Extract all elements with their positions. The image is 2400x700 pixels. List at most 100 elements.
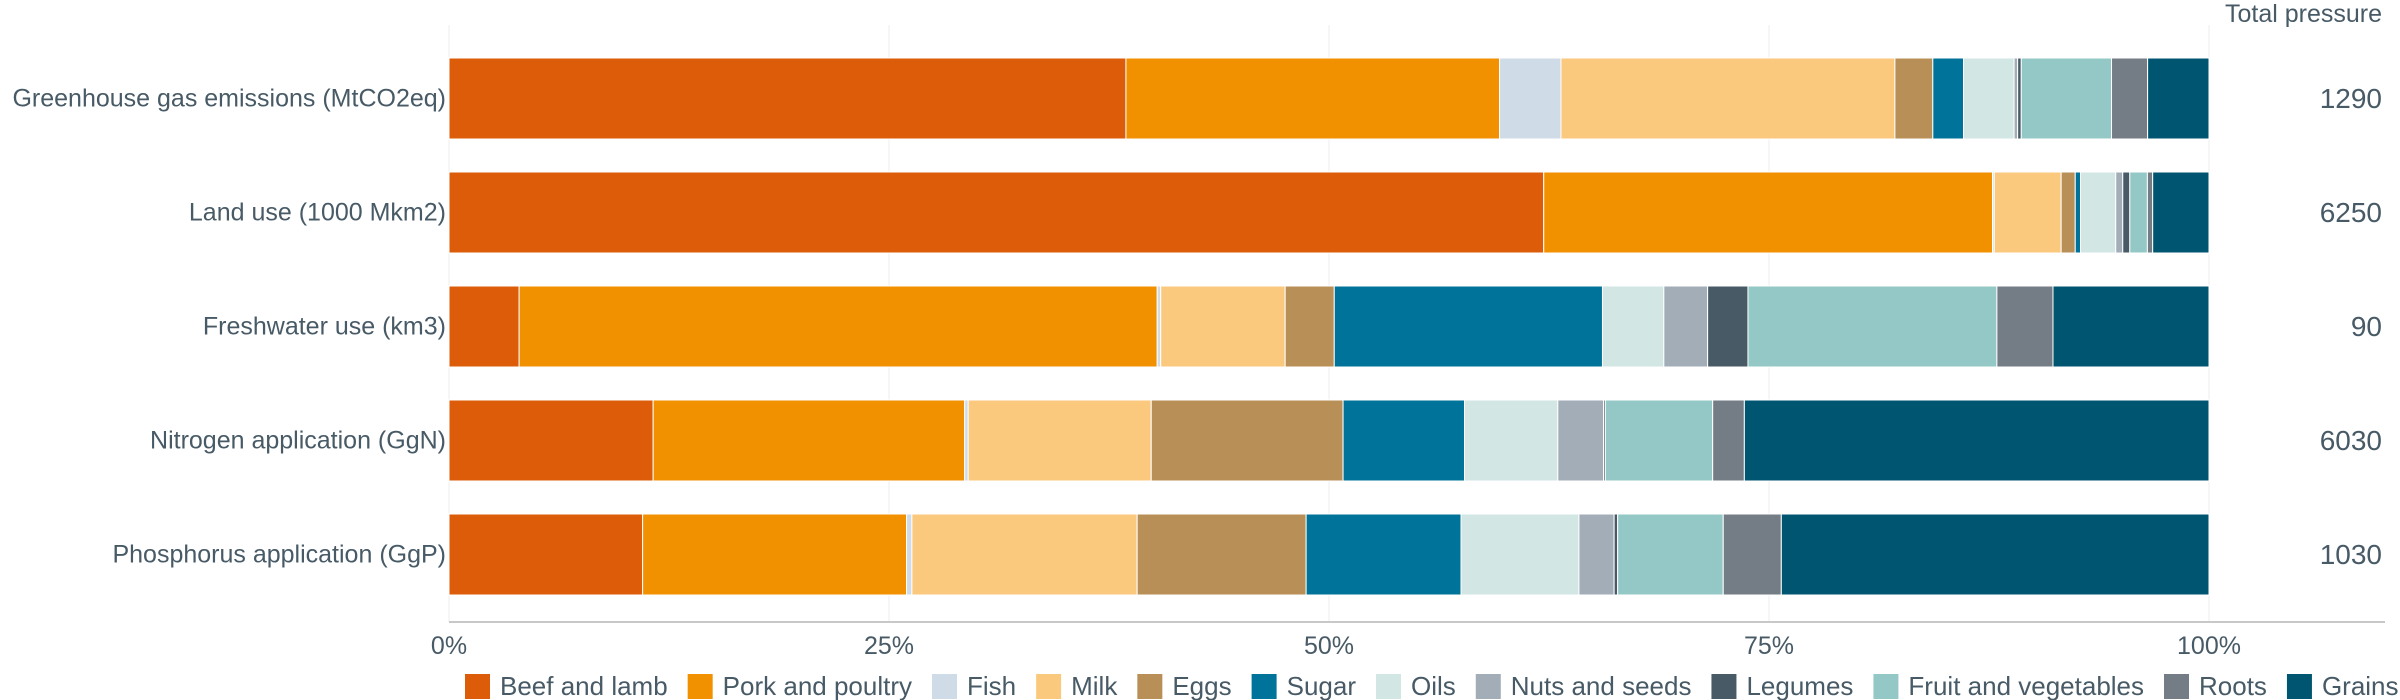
bar-segment — [1601, 285, 1665, 368]
total-pressure-column: Total pressure 1290 6250 90 6030 1030 — [2225, 0, 2382, 570]
legend-swatch — [1376, 674, 1401, 699]
legend-item: Grains — [2286, 671, 2399, 700]
bar-segment — [1996, 285, 2054, 368]
legend-swatch — [1251, 674, 1277, 699]
legend-swatch — [1711, 674, 1737, 699]
bar-segment — [518, 285, 1158, 368]
category-label: Freshwater use (km3) — [203, 313, 446, 341]
bar-segment — [2115, 171, 2124, 254]
bar-segment — [1464, 399, 1559, 482]
bar-segment — [1160, 285, 1286, 368]
bar-segment — [2111, 57, 2149, 140]
bar-segment — [448, 399, 654, 482]
legend-item: Fruit and vegetables — [1873, 671, 2144, 700]
bar-segment — [2146, 171, 2154, 254]
bar-segment — [1617, 513, 1724, 596]
bar-segment — [1284, 285, 1335, 368]
legend-item: Milk — [1036, 671, 1118, 700]
total-pressure-value: 1290 — [2320, 83, 2382, 114]
bar-segment — [1557, 399, 1605, 482]
bar-segment — [448, 285, 520, 368]
bar-segment — [1780, 513, 2210, 596]
legend-label: Roots — [2199, 671, 2267, 700]
legend-label: Milk — [1071, 671, 1118, 700]
legend-item: Sugar — [1251, 671, 1356, 700]
bar-segment — [2147, 57, 2210, 140]
bar-segment — [1743, 399, 2210, 482]
bar-segment — [2020, 57, 2113, 140]
bar-segment — [1305, 513, 1462, 596]
bars — [448, 57, 2210, 596]
total-pressure-value: 6250 — [2320, 197, 2382, 228]
legend-item: Fish — [932, 671, 1016, 700]
x-axis-ticks: 0% 25% 50% 75% 100% — [431, 632, 2241, 660]
legend-item: Nuts and seeds — [1475, 671, 1692, 700]
bar-segment — [448, 513, 644, 596]
bar-segment — [2013, 57, 2019, 140]
bar-segment — [2060, 171, 2076, 254]
legend-swatch — [2164, 674, 2190, 699]
total-pressure-value: 1030 — [2320, 539, 2382, 570]
x-tick-label: 0% — [431, 632, 467, 660]
bar-segment — [1136, 513, 1307, 596]
x-tick-label: 75% — [1744, 632, 1794, 660]
bar-segment — [1125, 57, 1501, 140]
bar-segment — [1663, 285, 1709, 368]
legend-label: Nuts and seeds — [1511, 671, 1692, 700]
bar-segment — [448, 171, 1545, 254]
bar-segment — [1747, 285, 1998, 368]
category-label: Greenhouse gas emissions (MtCO2eq) — [12, 85, 446, 113]
legend-label: Oils — [1411, 671, 1456, 700]
bar-segment — [2129, 171, 2148, 254]
bar-segment — [1578, 513, 1615, 596]
legend-swatch — [1873, 674, 1899, 699]
bar-segment — [2052, 285, 2210, 368]
bar-segment — [967, 399, 1152, 482]
legend-swatch — [1036, 674, 1062, 699]
bar-segment — [2017, 57, 2022, 140]
category-labels: Greenhouse gas emissions (MtCO2eq) Land u… — [12, 85, 446, 569]
bar-segment — [1932, 57, 1965, 140]
bar-segment — [1712, 399, 1745, 482]
bar-segment — [911, 513, 1138, 596]
legend-label: Beef and lamb — [500, 671, 668, 700]
bar-segment — [1963, 57, 2015, 140]
legend-label: Fruit and vegetables — [1908, 671, 2144, 700]
legend-item: Beef and lamb — [465, 671, 668, 700]
category-label: Phosphorus application (GgP) — [112, 541, 446, 569]
bar-segment — [1333, 285, 1603, 368]
x-tick-label: 100% — [2177, 632, 2241, 660]
bar-segment — [1543, 171, 1994, 254]
bar-segment — [1604, 399, 1714, 482]
legend-label: Eggs — [1172, 671, 1231, 700]
bar-segment — [1894, 57, 1934, 140]
bar-segment — [642, 513, 908, 596]
legend-swatch — [2286, 674, 2312, 699]
total-pressure-title: Total pressure — [2225, 0, 2382, 28]
legend-label: Legumes — [1746, 671, 1853, 700]
bar-segment — [2074, 171, 2082, 254]
x-tick-label: 50% — [1304, 632, 1354, 660]
bar-segment — [1150, 399, 1344, 482]
bar-segment — [1460, 513, 1580, 596]
bar-segment — [2122, 171, 2131, 254]
legend-label: Grains — [2322, 671, 2399, 700]
bar-segment — [906, 513, 913, 596]
x-tick-label: 25% — [864, 632, 914, 660]
legend-label: Fish — [967, 671, 1016, 700]
legend-item: Pork and poultry — [687, 671, 912, 700]
legend-swatch — [1475, 674, 1501, 699]
bar-segment — [1499, 57, 1562, 140]
bar-segment — [448, 57, 1127, 140]
bar-segment — [1560, 57, 1896, 140]
legend-swatch — [1137, 674, 1163, 699]
legend: Beef and lamb Pork and poultry Fish Milk Egg… — [465, 671, 2399, 700]
legend-item: Legumes — [1711, 671, 1853, 700]
bar-segment — [1722, 513, 1782, 596]
bar-segment — [964, 399, 969, 482]
bar-segment — [1707, 285, 1749, 368]
bar-segment — [1993, 171, 2062, 254]
bar-segment — [652, 399, 966, 482]
bar-segment — [1613, 513, 1619, 596]
